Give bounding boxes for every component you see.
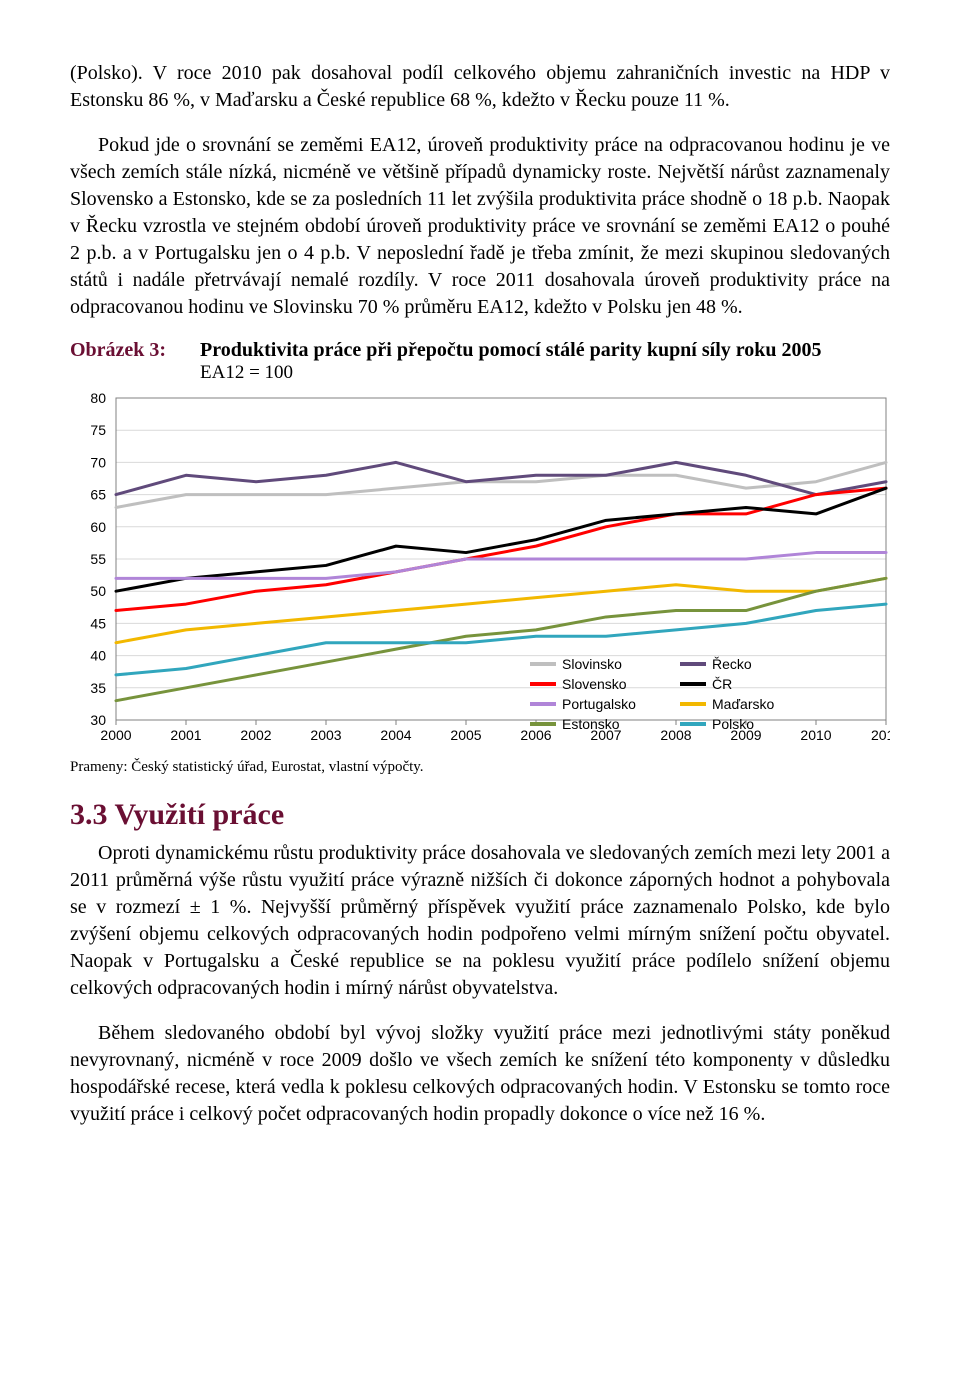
page: (Polsko). V roce 2010 pak dosahoval podí…	[0, 0, 960, 1206]
figure-title: Produktivita práce při přepočtu pomocí s…	[200, 339, 822, 362]
paragraph-1: (Polsko). V roce 2010 pak dosahoval podí…	[70, 60, 890, 114]
svg-text:Portugalsko: Portugalsko	[562, 696, 636, 712]
svg-text:35: 35	[90, 680, 106, 696]
figure-header: Obrázek 3: Produktivita práce při přepoč…	[70, 339, 890, 384]
svg-text:75: 75	[90, 422, 106, 438]
svg-text:2001: 2001	[170, 727, 201, 743]
svg-text:2000: 2000	[100, 727, 131, 743]
svg-text:Estonsko: Estonsko	[562, 716, 620, 732]
svg-text:55: 55	[90, 551, 106, 567]
figure-source: Prameny: Český statistický úřad, Eurosta…	[70, 759, 890, 776]
svg-text:Řecko: Řecko	[712, 656, 752, 672]
svg-text:2004: 2004	[380, 727, 411, 743]
svg-text:45: 45	[90, 615, 106, 631]
svg-text:2006: 2006	[520, 727, 551, 743]
svg-text:2011: 2011	[871, 727, 890, 743]
svg-text:2010: 2010	[800, 727, 831, 743]
svg-text:2003: 2003	[310, 727, 341, 743]
svg-text:Polsko: Polsko	[712, 716, 754, 732]
svg-text:40: 40	[90, 648, 106, 664]
svg-text:60: 60	[90, 519, 106, 535]
figure-subtitle: EA12 = 100	[200, 362, 822, 384]
svg-text:Slovinsko: Slovinsko	[562, 656, 622, 672]
svg-text:70: 70	[90, 454, 106, 470]
svg-text:30: 30	[90, 712, 106, 728]
svg-text:2008: 2008	[660, 727, 691, 743]
paragraph-4: Během sledovaného období byl vývoj složk…	[70, 1020, 890, 1128]
svg-text:ČR: ČR	[712, 676, 732, 692]
svg-text:65: 65	[90, 487, 106, 503]
svg-text:2005: 2005	[450, 727, 481, 743]
svg-text:Maďarsko: Maďarsko	[712, 696, 775, 712]
svg-text:Slovensko: Slovensko	[562, 676, 627, 692]
svg-text:50: 50	[90, 583, 106, 599]
figure-label: Obrázek 3:	[70, 339, 200, 362]
chart-container: 30 35 40 45 50 55 60 65 70 75 80 2000 2001 2002 2003 20…	[70, 390, 890, 755]
paragraph-3: Oproti dynamickému růstu produktivity pr…	[70, 840, 890, 1002]
svg-text:2002: 2002	[240, 727, 271, 743]
paragraph-2: Pokud jde o srovnání se zeměmi EA12, úro…	[70, 132, 890, 321]
section-heading-3-3: 3.3 Využití práce	[70, 798, 890, 832]
svg-text:80: 80	[90, 390, 106, 406]
productivity-chart: 30 35 40 45 50 55 60 65 70 75 80 2000 2001 2002 2003 20…	[70, 390, 890, 750]
